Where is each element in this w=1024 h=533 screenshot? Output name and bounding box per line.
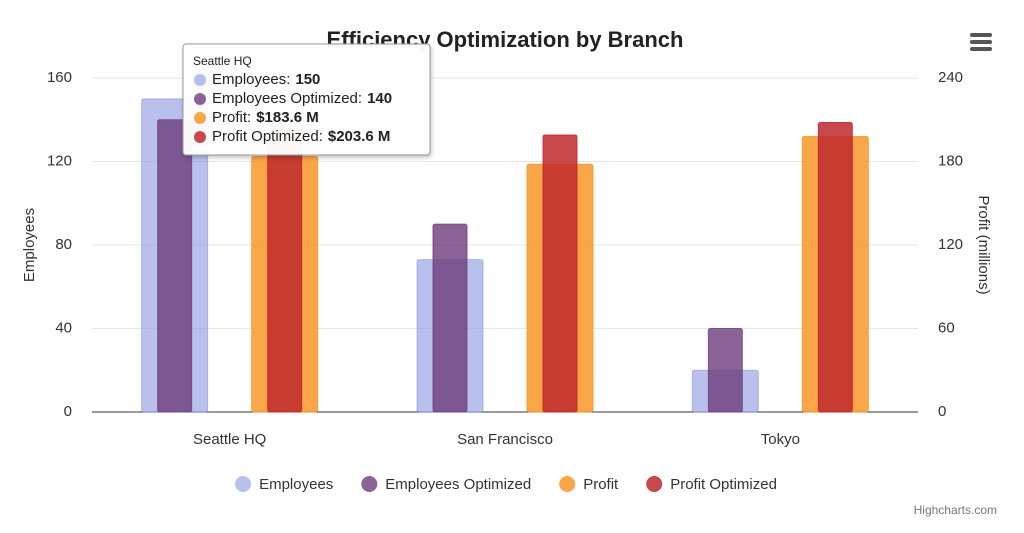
legend-item[interactable]: Profit xyxy=(559,476,619,493)
y2-axis-title: Profit (millions) xyxy=(975,195,992,294)
legend-label: Profit xyxy=(583,476,619,493)
legend-symbol xyxy=(646,476,663,492)
y-tick-label: 40 xyxy=(55,319,72,336)
tooltip-symbol xyxy=(194,131,206,143)
y-tick-label: 80 xyxy=(55,236,72,253)
tooltip-symbol xyxy=(194,93,206,105)
y2-tick-label: 240 xyxy=(938,69,963,86)
tooltip-label: Employees: xyxy=(212,71,290,88)
x-tick-label: Seattle HQ xyxy=(193,431,266,448)
menu-bar xyxy=(970,47,992,51)
tooltip-symbol xyxy=(194,74,206,86)
menu-button[interactable] xyxy=(970,33,992,51)
y-tick-label: 0 xyxy=(64,403,72,420)
x-tick-label: Tokyo xyxy=(761,431,800,448)
legend-item[interactable]: Profit Optimized xyxy=(646,476,777,493)
bar xyxy=(267,128,303,413)
tooltip-symbol xyxy=(194,112,206,124)
tooltip-label: Profit: xyxy=(212,109,251,126)
tooltip-value: $183.6 M xyxy=(256,109,319,126)
tooltip-value: 140 xyxy=(367,90,392,107)
tooltip-value: $203.6 M xyxy=(328,128,391,145)
bar xyxy=(432,223,468,413)
x-tick-label: San Francisco xyxy=(457,431,553,448)
menu-bar xyxy=(970,33,992,37)
tooltip-value: 150 xyxy=(295,71,320,88)
bar xyxy=(707,328,743,413)
tooltip-label: Profit Optimized: xyxy=(212,128,323,145)
bar xyxy=(157,119,193,413)
bar xyxy=(817,122,853,413)
y2-tick-label: 180 xyxy=(938,152,963,169)
legend-item[interactable]: Employees xyxy=(235,476,333,493)
legend-item[interactable]: Employees Optimized xyxy=(361,476,531,493)
legend-label: Employees xyxy=(259,476,333,493)
menu-bar xyxy=(970,40,992,44)
y2-tick-label: 120 xyxy=(938,236,963,253)
y2-tick-label: 0 xyxy=(938,403,946,420)
tooltip-label: Employees Optimized: xyxy=(212,90,362,107)
y2-tick-label: 60 xyxy=(938,319,955,336)
y-axis-title: Employees xyxy=(21,208,38,282)
legend: Employees Employees Optimized Profit Profit… xyxy=(235,476,777,493)
legend-symbol xyxy=(361,476,378,492)
bar xyxy=(542,134,578,413)
tooltip: Seattle HQ Employees: 150 Employees Optimiz… xyxy=(182,43,431,156)
credit[interactable]: Highcharts.com xyxy=(914,503,997,517)
legend-symbol xyxy=(559,476,576,492)
legend-symbol xyxy=(235,476,252,492)
tooltip-box xyxy=(182,43,431,156)
y-tick-label: 160 xyxy=(47,69,72,86)
legend-label: Profit Optimized xyxy=(670,476,777,493)
y-tick-label: 120 xyxy=(47,152,72,169)
tooltip-title: Seattle HQ xyxy=(193,54,252,68)
legend-label: Employees Optimized xyxy=(385,476,531,493)
